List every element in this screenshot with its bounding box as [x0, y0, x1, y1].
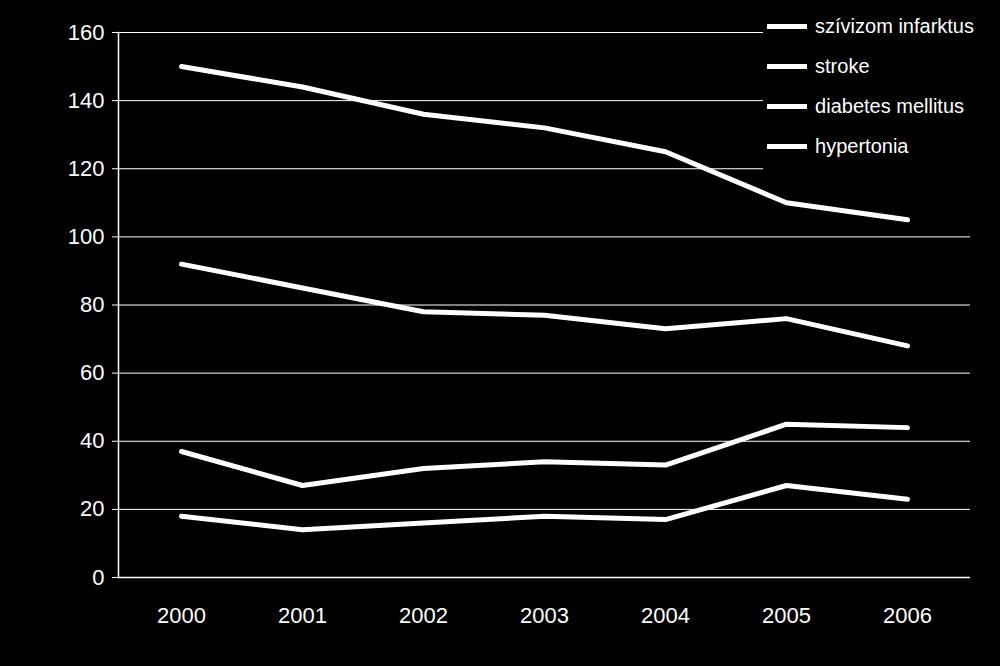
- svg-text:120: 120: [68, 156, 105, 181]
- svg-text:60: 60: [80, 360, 104, 385]
- svg-text:2005: 2005: [762, 603, 811, 628]
- svg-text:40: 40: [80, 428, 104, 453]
- svg-text:2002: 2002: [399, 603, 448, 628]
- svg-text:160: 160: [68, 20, 105, 45]
- svg-text:2006: 2006: [883, 603, 932, 628]
- svg-text:140: 140: [68, 88, 105, 113]
- svg-text:0: 0: [92, 565, 104, 590]
- svg-text:100: 100: [68, 224, 105, 249]
- svg-text:2004: 2004: [641, 603, 690, 628]
- html-text:hypertonia: hypertonia: [815, 134, 909, 157]
- svg-text:2003: 2003: [520, 603, 569, 628]
- html-text:stroke: stroke: [815, 54, 870, 77]
- html-text:szívizom infarktus: szívizom infarktus: [815, 14, 974, 37]
- svg-text:20: 20: [80, 496, 104, 521]
- svg-text:2001: 2001: [278, 603, 327, 628]
- svg-text:80: 80: [80, 292, 104, 317]
- html-text:diabetes mellitus: diabetes mellitus: [815, 94, 964, 117]
- svg-text:2000: 2000: [157, 603, 206, 628]
